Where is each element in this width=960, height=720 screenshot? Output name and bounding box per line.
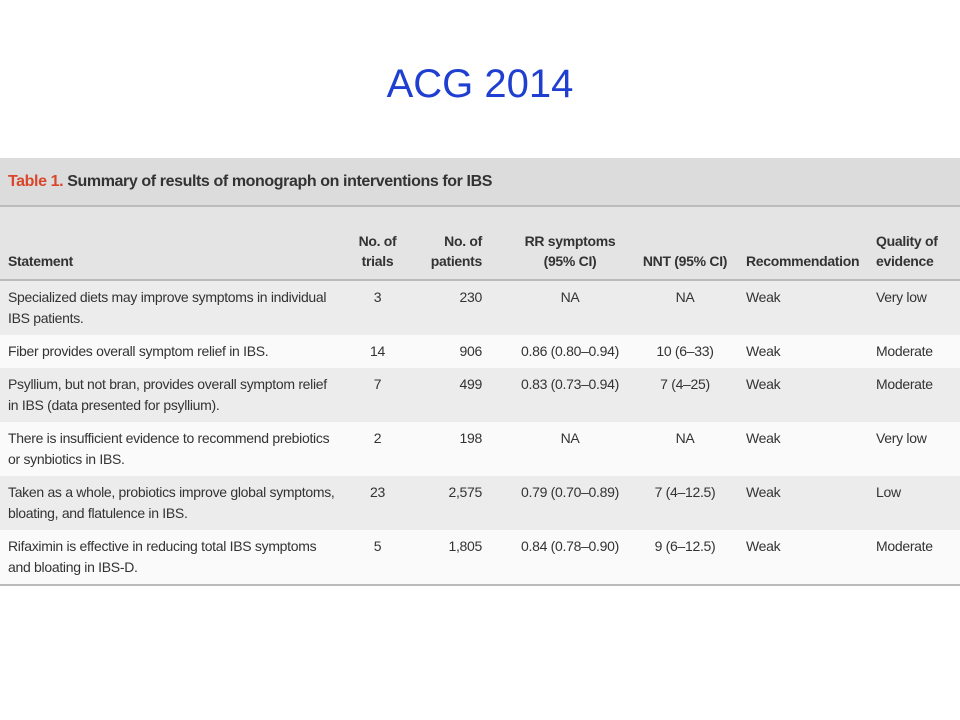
- table-body: Specialized diets may improve symptoms i…: [0, 280, 960, 586]
- table-row: Fiber provides overall symptom relief in…: [0, 335, 960, 368]
- column-header: No. of trials: [345, 205, 410, 281]
- table-cell: Psyllium, but not bran, provides overall…: [0, 368, 345, 422]
- column-header: Statement: [0, 205, 345, 281]
- table-cell: 10 (6–33): [630, 335, 740, 368]
- table-cell: 0.86 (0.80–0.94): [510, 335, 630, 368]
- table-cell: 2: [345, 422, 410, 476]
- table-row: Rifaximin is effective in reducing total…: [0, 530, 960, 586]
- table-cell: 1,805: [410, 530, 510, 586]
- table-cell: 499: [410, 368, 510, 422]
- table-cell: 7 (4–12.5): [630, 476, 740, 530]
- column-header: NNT (95% CI): [630, 205, 740, 281]
- table-row: Psyllium, but not bran, provides overall…: [0, 368, 960, 422]
- table-cell: 7 (4–25): [630, 368, 740, 422]
- table-cell: 0.83 (0.73–0.94): [510, 368, 630, 422]
- table-cell: Very low: [870, 280, 960, 335]
- table-cell: Weak: [740, 530, 870, 586]
- slide-title: ACG 2014: [386, 62, 574, 106]
- table-cell: 14: [345, 335, 410, 368]
- table-cell: Moderate: [870, 335, 960, 368]
- table-caption: Table 1. Summary of results of monograph…: [0, 158, 960, 205]
- table-cell: NA: [630, 422, 740, 476]
- table-cell: NA: [510, 422, 630, 476]
- table-cell: Taken as a whole, probiotics improve glo…: [0, 476, 345, 530]
- table-cell: Weak: [740, 335, 870, 368]
- table-cell: Low: [870, 476, 960, 530]
- table-cell: 2,575: [410, 476, 510, 530]
- table-cell: 23: [345, 476, 410, 530]
- table-cell: Very low: [870, 422, 960, 476]
- table-cell: 9 (6–12.5): [630, 530, 740, 586]
- caption-label: Table 1.: [8, 173, 64, 190]
- table-cell: 198: [410, 422, 510, 476]
- header-row: Statement No. of trials No. of patients RR …: [0, 205, 960, 281]
- table-cell: 5: [345, 530, 410, 586]
- table-cell: Weak: [740, 368, 870, 422]
- table-cell: 7: [345, 368, 410, 422]
- table-cell: 0.79 (0.70–0.89): [510, 476, 630, 530]
- table-figure: Table 1. Summary of results of monograph…: [0, 158, 960, 586]
- table-cell: Weak: [740, 422, 870, 476]
- table-cell: Fiber provides overall symptom relief in…: [0, 335, 345, 368]
- table-cell: Rifaximin is effective in reducing total…: [0, 530, 345, 586]
- table-cell: Moderate: [870, 368, 960, 422]
- table-row: There is insufficient evidence to recomm…: [0, 422, 960, 476]
- table-row: Taken as a whole, probiotics improve glo…: [0, 476, 960, 530]
- column-header: Recommendation: [740, 205, 870, 281]
- table: Statement No. of trials No. of patients RR …: [0, 205, 960, 586]
- table-cell: 0.84 (0.78–0.90): [510, 530, 630, 586]
- table-cell: NA: [510, 280, 630, 335]
- column-header: Quality of evidence: [870, 205, 960, 281]
- table-cell: 3: [345, 280, 410, 335]
- table-cell: Specialized diets may improve symptoms i…: [0, 280, 345, 335]
- table-cell: Weak: [740, 476, 870, 530]
- table-cell: Weak: [740, 280, 870, 335]
- table-cell: NA: [630, 280, 740, 335]
- table-cell: 230: [410, 280, 510, 335]
- table-cell: 906: [410, 335, 510, 368]
- column-header: RR symptoms (95% CI): [510, 205, 630, 281]
- table-cell: Moderate: [870, 530, 960, 586]
- column-header: No. of patients: [410, 205, 510, 281]
- table-row: Specialized diets may improve symptoms i…: [0, 280, 960, 335]
- caption-text: Summary of results of monograph on inter…: [67, 173, 493, 190]
- table-cell: There is insufficient evidence to recomm…: [0, 422, 345, 476]
